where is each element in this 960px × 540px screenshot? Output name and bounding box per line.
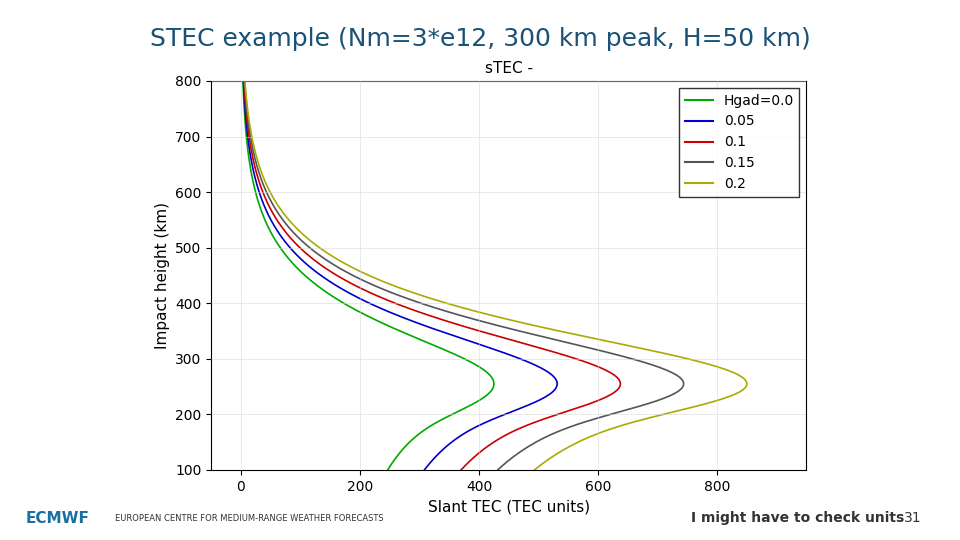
Text: ECMWF: ECMWF xyxy=(26,511,89,526)
Text: I might have to check units: I might have to check units xyxy=(691,511,904,525)
Title: sTEC -: sTEC - xyxy=(485,60,533,76)
Text: EUROPEAN CENTRE FOR MEDIUM-RANGE WEATHER FORECASTS: EUROPEAN CENTRE FOR MEDIUM-RANGE WEATHER… xyxy=(115,514,384,523)
Y-axis label: Impact height (km): Impact height (km) xyxy=(155,202,170,349)
Text: STEC example (Nm=3*e12, 300 km peak, H=50 km): STEC example (Nm=3*e12, 300 km peak, H=5… xyxy=(150,27,810,51)
X-axis label: Slant TEC (TEC units): Slant TEC (TEC units) xyxy=(428,499,589,514)
Legend: Hgad=0.0, 0.05, 0.1, 0.15, 0.2: Hgad=0.0, 0.05, 0.1, 0.15, 0.2 xyxy=(680,88,800,197)
Text: 31: 31 xyxy=(904,511,922,525)
